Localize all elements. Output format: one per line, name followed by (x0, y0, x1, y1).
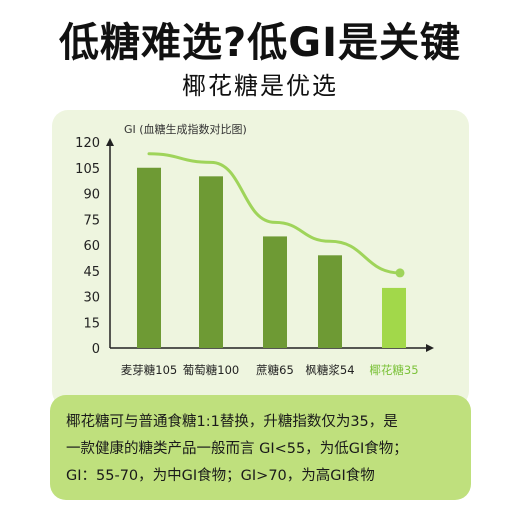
trend-end-dot (395, 268, 405, 278)
bar (263, 236, 287, 348)
x-tick-label: 麦芽糖105 (121, 363, 177, 377)
bar (318, 255, 342, 348)
note-line-2: 一款健康的糖类产品一般而言 GI<55，为低GI食物； (66, 441, 408, 457)
y-axis-arrow (106, 138, 114, 146)
y-tick-label: 75 (83, 213, 100, 228)
trend-line (147, 152, 402, 275)
bar (199, 176, 223, 348)
y-tick-label: 30 (83, 291, 100, 306)
page-subtitle: 椰花糖是优选 (182, 72, 338, 100)
gi-bar-chart: GI (血糖生成指数对比图) 0 15 30 45 60 75 90 105 120 麦芽糖105… (75, 122, 434, 377)
y-tick-label: 120 (75, 136, 100, 151)
chart-title: GI (血糖生成指数对比图) (124, 122, 247, 136)
x-tick-label: 蔗糖65 (256, 363, 294, 377)
x-tick-label: 葡萄糖100 (183, 363, 239, 377)
page-title: 低糖难选?低GI是关键 (59, 20, 461, 66)
y-tick-label: 45 (83, 265, 100, 280)
x-axis-arrow (426, 344, 434, 352)
chart-card: GI (血糖生成指数对比图) 0 15 30 45 60 75 90 105 120 麦芽糖105… (52, 110, 469, 407)
y-tick-label: 15 (83, 316, 100, 331)
y-tick-label: 0 (92, 342, 100, 357)
y-tick-label: 60 (83, 239, 100, 254)
y-tick-label: 90 (83, 188, 100, 203)
x-tick-label: 椰花糖35 (369, 363, 418, 377)
bar (382, 287, 406, 348)
y-tick-label: 105 (75, 162, 100, 177)
note-line-3: GI：55-70，为中GI食物；GI>70，为高GI食物 (66, 468, 375, 484)
info-note: 椰花糖可与普通食糖1:1替换，升糖指数仅为35，是 一款健康的糖类产品一般而言 … (50, 395, 471, 500)
x-tick-label: 枫糖浆54 (305, 363, 354, 377)
note-line-1: 椰花糖可与普通食糖1:1替换，升糖指数仅为35，是 (66, 414, 398, 430)
bar (137, 167, 161, 348)
